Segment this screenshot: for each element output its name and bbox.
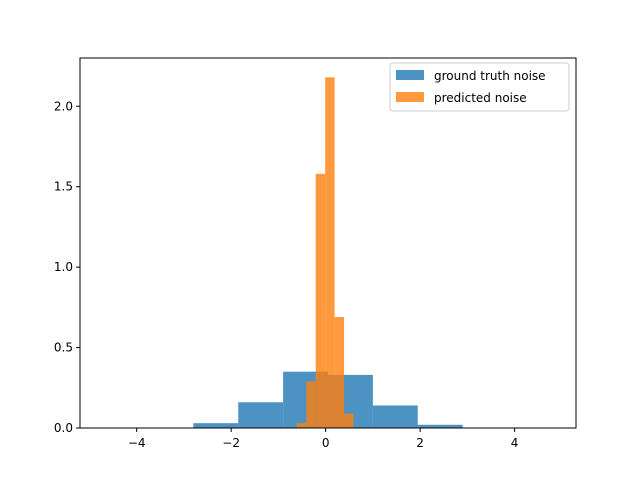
y-tick-label-2: 1.0 xyxy=(54,260,73,274)
histogram-bar-predicted-5 xyxy=(344,413,354,428)
legend-swatch-predicted xyxy=(396,92,424,102)
legend-box xyxy=(389,62,570,112)
y-tick-label-0: 0.0 xyxy=(54,421,73,435)
histogram-bar-predicted-3 xyxy=(325,77,335,428)
legend-swatch-ground-truth xyxy=(396,70,424,80)
y-tick-label-1: 0.5 xyxy=(54,341,73,355)
y-tick-label-4: 2.0 xyxy=(54,99,73,113)
x-tick-label-2: 0 xyxy=(322,436,330,450)
histogram-bar-predicted-1 xyxy=(306,381,316,428)
legend-label-ground-truth: ground truth noise xyxy=(434,69,546,83)
histogram-bar-ground-truth-2 xyxy=(193,423,239,428)
plot-bars xyxy=(193,77,463,428)
histogram-bar-predicted-2 xyxy=(315,173,326,428)
x-tick-label-4: 4 xyxy=(511,436,519,450)
histogram-bar-predicted-0 xyxy=(296,423,307,428)
histogram-bar-ground-truth-6 xyxy=(372,405,418,428)
y-axis: 0.0 0.5 1.0 1.5 2.0 xyxy=(54,99,80,435)
x-axis: −4 −2 0 2 4 xyxy=(128,428,519,450)
y-tick-label-3: 1.5 xyxy=(54,180,73,194)
histogram-bar-ground-truth-3 xyxy=(238,402,284,428)
x-tick-label-3: 2 xyxy=(416,436,424,450)
legend-label-predicted: predicted noise xyxy=(434,91,527,105)
axes-frame xyxy=(79,57,577,429)
histogram-bar-ground-truth-7 xyxy=(417,424,463,428)
x-tick-label-1: −2 xyxy=(222,436,240,450)
legend: ground truth noise predicted noise xyxy=(389,62,570,112)
histogram-bar-predicted-4 xyxy=(334,317,345,428)
x-tick-label-0: −4 xyxy=(128,436,146,450)
